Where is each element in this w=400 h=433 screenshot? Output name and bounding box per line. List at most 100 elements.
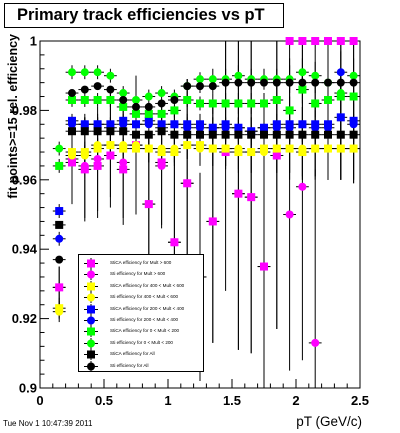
- y-tick-label: 0.98: [12, 103, 37, 118]
- legend-label: StiCA efficiency for 200 < Mult < 400: [110, 305, 185, 311]
- x-tick-label: 0.5: [95, 393, 113, 408]
- data-point-circle: [311, 338, 320, 347]
- data-point-square: [93, 95, 102, 104]
- data-point-square: [132, 109, 140, 118]
- y-tick-label: 0.92: [12, 311, 37, 326]
- data-point-circle: [93, 120, 102, 129]
- legend-label: Sti efficiency for 200 < Mult < 400: [110, 317, 179, 322]
- data-point-square: [68, 127, 76, 136]
- data-point-circle: [68, 89, 76, 98]
- data-point-square: [311, 99, 320, 108]
- legend-item: Sti efficiency for 0 < Mult < 200: [83, 337, 203, 349]
- data-point-square: [260, 130, 268, 139]
- data-point-circle: [272, 78, 281, 87]
- legend-square-icon: [84, 258, 98, 269]
- data-point-circle: [157, 89, 166, 98]
- data-point-circle: [119, 120, 128, 129]
- data-point-square: [349, 130, 358, 139]
- legend-item: StiCA efficiency for 200 < Mult < 400: [83, 303, 203, 315]
- data-point-square: [208, 99, 217, 108]
- data-point-square: [55, 207, 64, 216]
- legend-circle-icon: [84, 315, 98, 326]
- data-point-circle: [55, 144, 64, 153]
- data-point-square: [80, 127, 89, 136]
- data-point-circle: [298, 68, 307, 77]
- data-point-circle: [80, 151, 89, 160]
- data-point-circle: [208, 75, 217, 84]
- legend-label: Sti efficiency for 400 < Mult < 600: [110, 294, 179, 300]
- legend-item: StiCA efficiency for 0 < Mult < 200: [83, 326, 203, 338]
- legend-item: StiCA efficiency for All: [83, 349, 203, 361]
- legend-item: StiCA efficiency for 400 < Mult < 600: [83, 280, 203, 292]
- data-point-square: [285, 106, 294, 115]
- data-point-circle: [80, 68, 89, 77]
- data-point-square: [260, 99, 268, 108]
- data-point-square: [272, 130, 281, 139]
- data-point-circle: [285, 78, 294, 87]
- legend-label: StiCA efficiency for 400 < Mult < 600: [110, 282, 185, 288]
- legend-item: Sti efficiency for Mult > 600: [83, 269, 203, 281]
- data-point-circle: [221, 123, 230, 132]
- data-point-circle: [119, 89, 128, 98]
- data-point-circle: [208, 144, 217, 153]
- data-point-circle: [324, 37, 332, 45]
- data-point-circle: [80, 161, 89, 170]
- data-point-circle: [106, 141, 115, 150]
- data-point-circle: [196, 123, 204, 132]
- x-axis-label: pT (GeV/c): [296, 414, 362, 429]
- data-point-square: [119, 127, 128, 136]
- legend-item: Sti efficiency for 200 < Mult < 400: [83, 315, 203, 326]
- data-point-circle: [132, 95, 140, 104]
- data-point-circle: [144, 200, 153, 209]
- data-point-circle: [106, 71, 115, 80]
- data-point-circle: [208, 123, 217, 132]
- data-point-circle: [55, 234, 64, 243]
- data-point-circle: [93, 141, 102, 150]
- data-point-circle: [132, 141, 140, 150]
- data-point-circle: [55, 255, 64, 264]
- data-point-circle: [324, 78, 332, 87]
- data-point-circle: [234, 71, 243, 80]
- data-point-square: [55, 220, 64, 229]
- data-point-square: [285, 37, 294, 45]
- data-point-square: [196, 99, 204, 108]
- data-point-circle: [183, 141, 192, 150]
- data-point-square: [349, 92, 358, 101]
- data-point-circle: [80, 120, 89, 129]
- data-point-square: [68, 95, 76, 104]
- data-point-circle: [298, 120, 307, 129]
- data-point-square: [157, 109, 166, 118]
- data-point-circle: [221, 78, 230, 87]
- data-point-circle: [170, 120, 179, 129]
- data-point-circle: [336, 37, 345, 45]
- legend-label: Sti efficiency for All: [110, 362, 149, 368]
- data-point-square: [55, 161, 64, 170]
- x-tick-label: 0: [36, 393, 43, 408]
- data-point-circle: [157, 99, 166, 108]
- data-point-square: [208, 130, 217, 139]
- data-point-square: [311, 130, 320, 139]
- timestamp: Tue Nov 1 10:47:39 2011: [3, 419, 93, 428]
- y-tick-label: 0.9: [19, 381, 37, 396]
- y-tick-label: 0.94: [12, 242, 38, 257]
- data-point-circle: [221, 144, 230, 153]
- data-point-square: [157, 127, 166, 136]
- data-point-square: [311, 37, 320, 45]
- data-point-square: [183, 130, 192, 139]
- data-markers: [55, 37, 358, 347]
- data-point-circle: [68, 151, 76, 160]
- data-point-circle: [183, 123, 192, 132]
- legend-item: StiCA efficiency for Mult > 600: [83, 258, 203, 269]
- data-point-circle: [196, 144, 204, 153]
- data-point-circle: [119, 95, 128, 104]
- data-point-circle: [196, 82, 204, 91]
- data-point-circle: [260, 78, 268, 87]
- data-point-circle: [93, 68, 102, 77]
- data-point-square: [144, 130, 153, 139]
- plot-frame: [39, 40, 361, 389]
- data-point-square: [272, 95, 281, 104]
- data-point-circle: [144, 120, 153, 129]
- data-point-square: [106, 127, 115, 136]
